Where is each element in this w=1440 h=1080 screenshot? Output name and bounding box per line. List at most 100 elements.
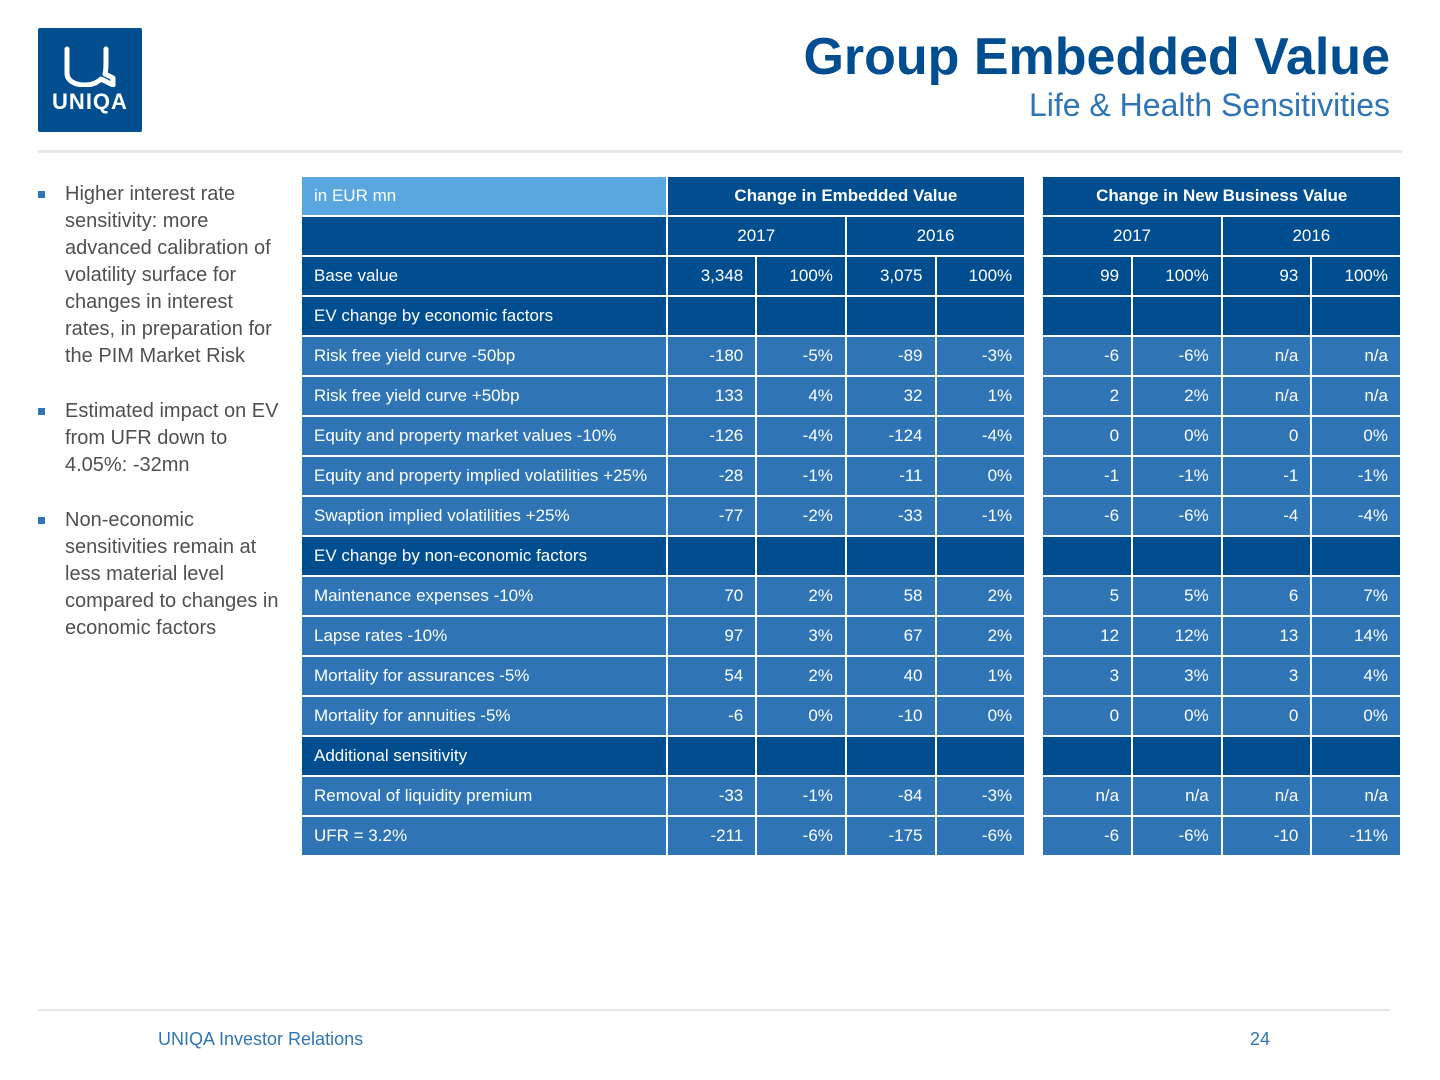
- table-row: EV change by non-economic factors: [302, 537, 1400, 575]
- bullet-item: Non-economic sensitivities remain at les…: [38, 507, 286, 642]
- logo-mark-icon: [61, 45, 119, 87]
- cell: n/a: [1223, 377, 1311, 415]
- cell: 3,075: [847, 257, 935, 295]
- cell: 13: [1223, 617, 1311, 655]
- cell: [1133, 737, 1221, 775]
- cell: [1043, 537, 1131, 575]
- cell: 3: [1043, 657, 1131, 695]
- cell: 67: [847, 617, 935, 655]
- table-group-ev: Change in Embedded Value: [668, 177, 1025, 215]
- bullet-list: Higher interest rate sensitivity: more a…: [30, 175, 300, 857]
- cell: -180: [668, 337, 756, 375]
- cell: 12: [1043, 617, 1131, 655]
- cell: -5%: [757, 337, 845, 375]
- row-label: Base value: [302, 257, 666, 295]
- cell: [668, 737, 756, 775]
- cell: -1%: [1133, 457, 1221, 495]
- cell: 93: [1223, 257, 1311, 295]
- cell: [1223, 737, 1311, 775]
- cell: -4%: [937, 417, 1025, 455]
- cell: 100%: [937, 257, 1025, 295]
- table-row: Maintenance expenses -10%702%582%55%67%: [302, 577, 1400, 615]
- table-row: Equity and property market values -10%-1…: [302, 417, 1400, 455]
- cell: -77: [668, 497, 756, 535]
- body: Higher interest rate sensitivity: more a…: [0, 153, 1440, 857]
- table-row: Risk free yield curve +50bp1334%321%22%n…: [302, 377, 1400, 415]
- cell: -1: [1223, 457, 1311, 495]
- page-subtitle: Life & Health Sensitivities: [803, 87, 1390, 124]
- cell: 3%: [1133, 657, 1221, 695]
- cell: -6%: [1133, 497, 1221, 535]
- row-label: UFR = 3.2%: [302, 817, 666, 855]
- gap: [1026, 657, 1041, 695]
- row-label: Equity and property implied volatilities…: [302, 457, 666, 495]
- cell: -3%: [937, 777, 1025, 815]
- row-label: Swaption implied volatilities +25%: [302, 497, 666, 535]
- bullet-marker-icon: [38, 517, 45, 524]
- cell: 54: [668, 657, 756, 695]
- cell: [1223, 297, 1311, 335]
- row-label: EV change by non-economic factors: [302, 537, 666, 575]
- cell: 2%: [937, 577, 1025, 615]
- cell: 100%: [1312, 257, 1400, 295]
- cell: -6: [1043, 817, 1131, 855]
- cell: n/a: [1312, 377, 1400, 415]
- cell: 1%: [937, 657, 1025, 695]
- cell: 2%: [757, 577, 845, 615]
- cell: -6%: [757, 817, 845, 855]
- cell: [668, 537, 756, 575]
- cell: 3: [1223, 657, 1311, 695]
- table-row: Additional sensitivity: [302, 737, 1400, 775]
- cell: -10: [847, 697, 935, 735]
- cell: [1312, 537, 1400, 575]
- table-header-blank: [302, 217, 666, 255]
- cell: 7%: [1312, 577, 1400, 615]
- bullet-marker-icon: [38, 408, 45, 415]
- cell: -2%: [757, 497, 845, 535]
- bullet-text: Higher interest rate sensitivity: more a…: [65, 181, 286, 370]
- cell: 2%: [757, 657, 845, 695]
- cell: 14%: [1312, 617, 1400, 655]
- table-unit-label: in EUR mn: [302, 177, 666, 215]
- cell: 12%: [1133, 617, 1221, 655]
- cell: n/a: [1133, 777, 1221, 815]
- cell: [1312, 737, 1400, 775]
- cell: -10: [1223, 817, 1311, 855]
- gap: [1026, 217, 1041, 255]
- row-label: Mortality for annuities -5%: [302, 697, 666, 735]
- cell: [937, 297, 1025, 335]
- footer: UNIQA Investor Relations 24: [0, 1009, 1440, 1080]
- cell: 0: [1043, 417, 1131, 455]
- cell: 0: [1223, 697, 1311, 735]
- table-year: 2017: [1043, 217, 1220, 255]
- cell: [847, 537, 935, 575]
- cell: -1%: [757, 777, 845, 815]
- cell: 1%: [937, 377, 1025, 415]
- cell: -1%: [757, 457, 845, 495]
- table-row: Removal of liquidity premium-33-1%-84-3%…: [302, 777, 1400, 815]
- cell: [847, 737, 935, 775]
- gap: [1026, 377, 1041, 415]
- gap: [1026, 577, 1041, 615]
- cell: 0: [1223, 417, 1311, 455]
- bullet-text: Non-economic sensitivities remain at les…: [65, 507, 286, 642]
- sensitivities-table: in EUR mnChange in Embedded ValueChange …: [300, 175, 1402, 857]
- cell: -1%: [1312, 457, 1400, 495]
- cell: [1043, 297, 1131, 335]
- table-row: Risk free yield curve -50bp-180-5%-89-3%…: [302, 337, 1400, 375]
- cell: -6: [1043, 497, 1131, 535]
- cell: 4%: [757, 377, 845, 415]
- cell: [1133, 537, 1221, 575]
- slide: UNIQA Group Embedded Value Life & Health…: [0, 0, 1440, 1080]
- table-row: Mortality for assurances -5%542%401%33%3…: [302, 657, 1400, 695]
- table-row: Swaption implied volatilities +25%-77-2%…: [302, 497, 1400, 535]
- cell: -28: [668, 457, 756, 495]
- table-row: UFR = 3.2%-211-6%-175-6%-6-6%-10-11%: [302, 817, 1400, 855]
- cell: [668, 297, 756, 335]
- cell: -33: [847, 497, 935, 535]
- row-label: Mortality for assurances -5%: [302, 657, 666, 695]
- table-row: Mortality for annuities -5%-60%-100%00%0…: [302, 697, 1400, 735]
- cell: n/a: [1312, 337, 1400, 375]
- page-title: Group Embedded Value: [803, 30, 1390, 85]
- gap: [1026, 177, 1041, 215]
